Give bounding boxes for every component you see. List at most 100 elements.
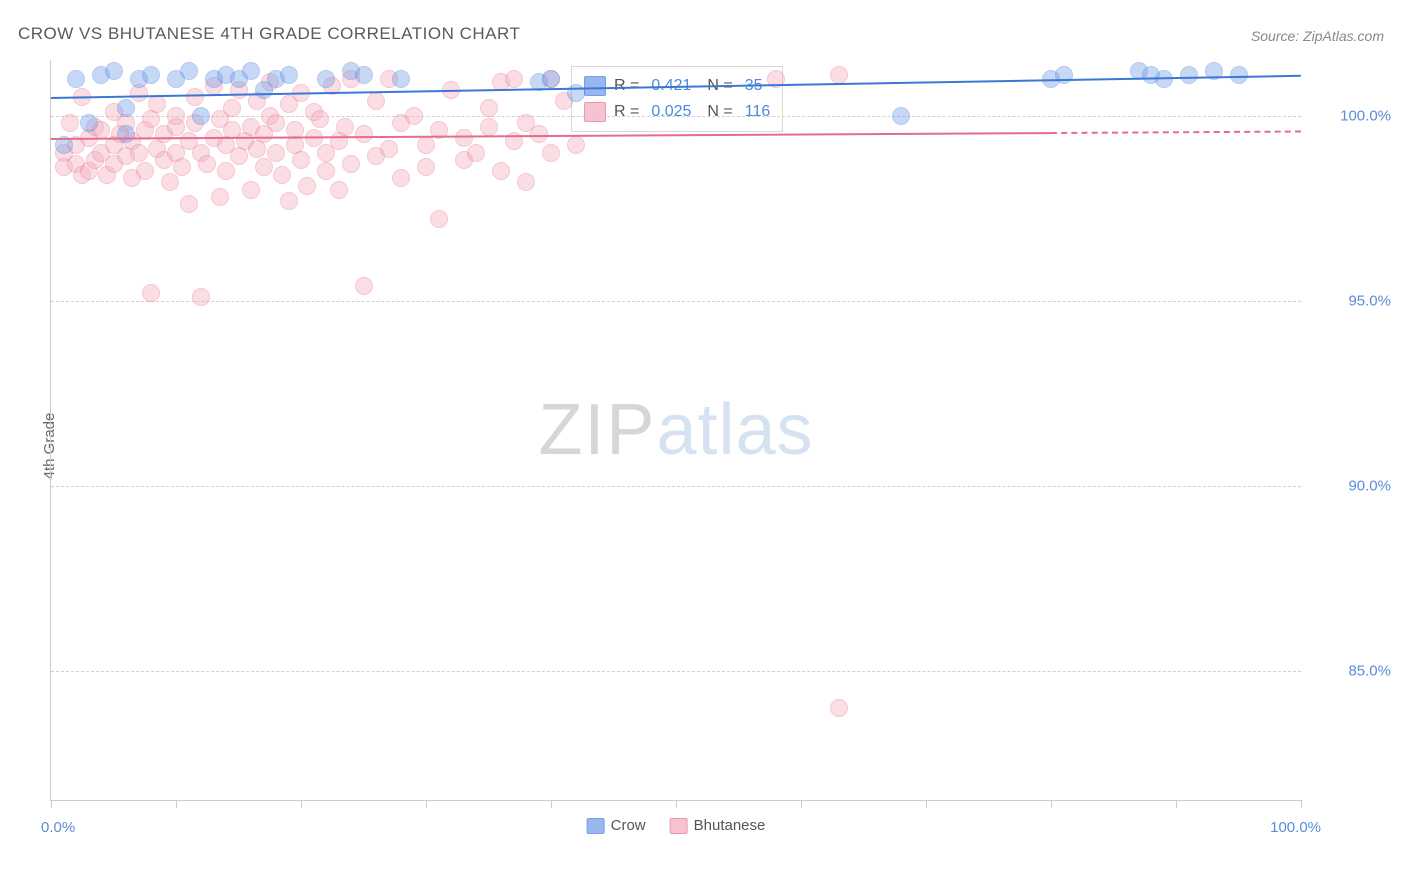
bhutanese-point — [61, 114, 79, 132]
bhutanese-point — [223, 99, 241, 117]
bhutanese-point — [417, 136, 435, 154]
x-tick — [676, 800, 677, 808]
bhutanese-point — [830, 699, 848, 717]
n-label: N = — [707, 99, 732, 125]
crow-point — [242, 62, 260, 80]
crow-point — [392, 70, 410, 88]
bhutanese-point — [292, 151, 310, 169]
bhutanese-point — [173, 158, 191, 176]
bhutanese-point — [217, 162, 235, 180]
bhutanese-point — [267, 144, 285, 162]
bhutanese-point — [242, 181, 260, 199]
watermark: ZIPatlas — [538, 389, 813, 471]
crow-point — [105, 62, 123, 80]
bhutanese-point — [467, 144, 485, 162]
x-tick — [926, 800, 927, 808]
bhutanese-point — [317, 162, 335, 180]
series-legend: Crow Bhutanese — [587, 817, 766, 834]
crow-point — [192, 107, 210, 125]
crow-point — [117, 125, 135, 143]
bhutanese-trendline — [1051, 130, 1301, 133]
bhutanese-point — [255, 158, 273, 176]
x-tick — [51, 800, 52, 808]
bhutanese-point — [267, 114, 285, 132]
bhutanese-trendline — [51, 132, 1051, 140]
bhutanese-point — [430, 210, 448, 228]
plot-area: ZIPatlas R = 0.421 N = 35 R = 0.025 N = … — [50, 60, 1301, 801]
x-tick — [1051, 800, 1052, 808]
bhutanese-point — [298, 177, 316, 195]
chart-title: CROW VS BHUTANESE 4TH GRADE CORRELATION … — [18, 24, 520, 44]
crow-point — [317, 70, 335, 88]
legend-item-bhutanese: Bhutanese — [670, 817, 766, 834]
bhutanese-n-value: 116 — [745, 99, 771, 125]
bhutanese-point — [330, 181, 348, 199]
legend-item-crow: Crow — [587, 817, 646, 834]
bhutanese-point — [311, 110, 329, 128]
r-label: R = — [614, 99, 639, 125]
bhutanese-r-value: 0.025 — [651, 99, 691, 125]
y-tick-label: 100.0% — [1311, 107, 1391, 124]
bhutanese-point — [142, 284, 160, 302]
bhutanese-point — [567, 136, 585, 154]
crow-point — [142, 66, 160, 84]
gridline — [51, 486, 1301, 487]
legend-swatch-crow — [587, 818, 605, 834]
bhutanese-point — [480, 118, 498, 136]
swatch-crow — [584, 76, 606, 96]
x-axis-min: 0.0% — [41, 819, 75, 836]
bhutanese-point — [148, 95, 166, 113]
bhutanese-point — [492, 162, 510, 180]
bhutanese-point — [455, 129, 473, 147]
crow-point — [355, 66, 373, 84]
x-tick — [301, 800, 302, 808]
y-tick-label: 95.0% — [1311, 292, 1391, 309]
bhutanese-point — [830, 66, 848, 84]
stats-row-bhutanese: R = 0.025 N = 116 — [584, 99, 770, 125]
crow-point — [280, 66, 298, 84]
bhutanese-point — [367, 92, 385, 110]
bhutanese-point — [186, 88, 204, 106]
legend-swatch-bhutanese — [670, 818, 688, 834]
bhutanese-point — [342, 155, 360, 173]
bhutanese-point — [273, 166, 291, 184]
y-tick-label: 85.0% — [1311, 662, 1391, 679]
gridline — [51, 116, 1301, 117]
bhutanese-point — [405, 107, 423, 125]
crow-point — [542, 70, 560, 88]
bhutanese-point — [505, 70, 523, 88]
crow-point — [67, 70, 85, 88]
gridline — [51, 671, 1301, 672]
legend-label-bhutanese: Bhutanese — [694, 817, 766, 834]
stats-legend: R = 0.421 N = 35 R = 0.025 N = 116 — [571, 66, 783, 132]
gridline — [51, 301, 1301, 302]
bhutanese-point — [211, 188, 229, 206]
crow-point — [1180, 66, 1198, 84]
x-tick — [176, 800, 177, 808]
bhutanese-point — [167, 107, 185, 125]
bhutanese-point — [480, 99, 498, 117]
swatch-bhutanese — [584, 102, 606, 122]
bhutanese-point — [530, 125, 548, 143]
x-axis-max: 100.0% — [1270, 819, 1321, 836]
crow-point — [80, 114, 98, 132]
bhutanese-point — [355, 277, 373, 295]
bhutanese-point — [392, 169, 410, 187]
bhutanese-point — [130, 144, 148, 162]
bhutanese-point — [280, 192, 298, 210]
legend-label-crow: Crow — [611, 817, 646, 834]
x-tick — [426, 800, 427, 808]
bhutanese-point — [336, 118, 354, 136]
bhutanese-point — [380, 140, 398, 158]
bhutanese-point — [417, 158, 435, 176]
x-tick — [801, 800, 802, 808]
source-label: Source: ZipAtlas.com — [1251, 28, 1384, 44]
bhutanese-point — [192, 288, 210, 306]
bhutanese-point — [198, 155, 216, 173]
crow-point — [892, 107, 910, 125]
x-tick — [1176, 800, 1177, 808]
x-tick — [551, 800, 552, 808]
x-tick — [1301, 800, 1302, 808]
bhutanese-point — [136, 162, 154, 180]
crow-point — [117, 99, 135, 117]
